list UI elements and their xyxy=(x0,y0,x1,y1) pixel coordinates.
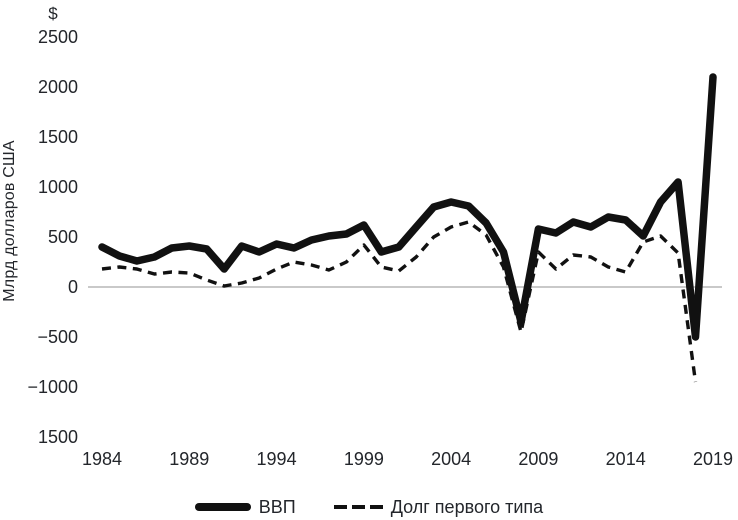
legend-label-gdp: ВВП xyxy=(258,496,296,517)
x-tick-label: 1984 xyxy=(81,449,123,469)
x-tick-label: 1994 xyxy=(256,449,297,469)
y-tick-label: −1000 xyxy=(27,377,78,397)
legend-label-debt: Долг первого типа xyxy=(390,496,544,517)
x-tick-label: 1999 xyxy=(343,449,384,469)
series-line-gdp xyxy=(98,73,717,341)
x-tick-label: 1989 xyxy=(169,449,210,469)
legend-item-gdp: ВВП xyxy=(194,496,296,518)
y-tick-label: 1500 xyxy=(37,427,78,447)
x-tick-label: 2009 xyxy=(518,449,559,469)
series-line-debt xyxy=(101,220,698,383)
y-tick-label: 2500 xyxy=(37,27,78,47)
x-tick-label: 2014 xyxy=(605,449,646,469)
y-tick-label: 0 xyxy=(67,277,78,297)
y-tick-label: 1500 xyxy=(37,127,78,147)
y-tick-label: −500 xyxy=(37,327,78,347)
solid-line-swatch-icon xyxy=(194,503,251,511)
legend: ВВП Долг первого типа xyxy=(0,495,738,519)
dashed-line-swatch-icon xyxy=(333,505,383,509)
zero-gridline xyxy=(88,286,722,288)
y-tick-label: 1000 xyxy=(37,177,78,197)
y-tick-label: 500 xyxy=(47,227,78,247)
x-tick-label: 2004 xyxy=(431,449,472,469)
legend-item-debt: Долг первого типа xyxy=(333,496,544,518)
x-tick-label: 2019 xyxy=(692,449,734,469)
y-axis-unit-label: $ xyxy=(48,4,58,23)
y-tick-label: 2000 xyxy=(37,77,78,97)
